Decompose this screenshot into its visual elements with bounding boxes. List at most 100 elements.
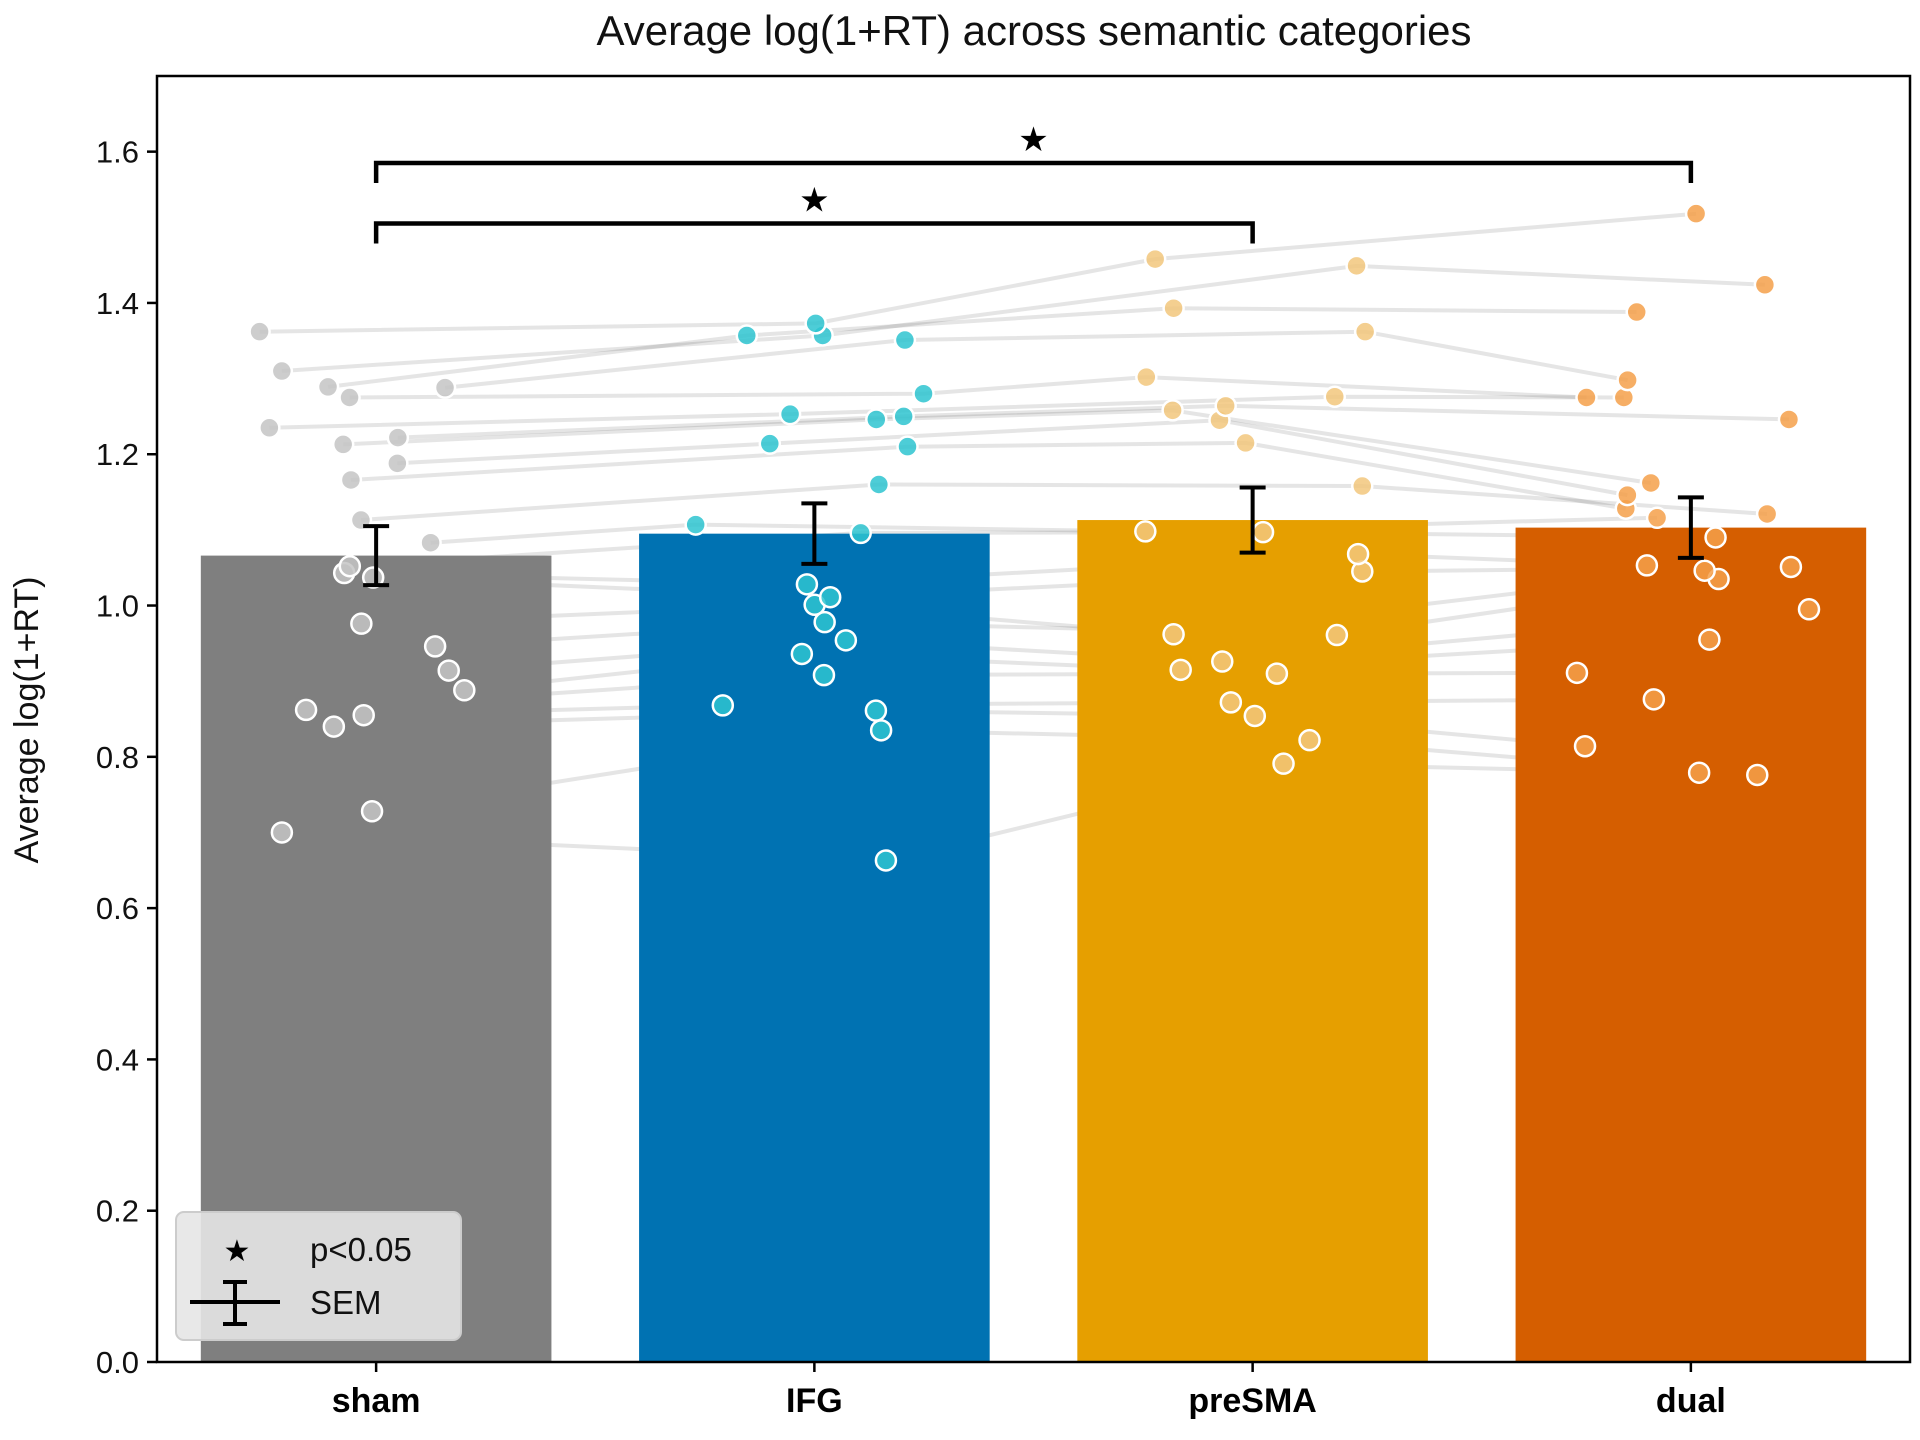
data-point bbox=[711, 694, 735, 717]
data-point bbox=[338, 554, 362, 578]
legend-label-sem: SEM bbox=[310, 1284, 382, 1321]
data-point bbox=[270, 359, 294, 383]
error-bar-sham bbox=[363, 524, 390, 588]
data-point bbox=[1687, 761, 1711, 784]
data-point bbox=[316, 375, 340, 399]
data-point bbox=[1265, 662, 1289, 685]
data-point bbox=[869, 719, 893, 742]
y-tick-label: 1.6 bbox=[96, 135, 139, 170]
y-tick-label: 0.6 bbox=[96, 891, 139, 926]
subject-line bbox=[397, 418, 1628, 498]
data-point bbox=[1135, 365, 1158, 389]
data-point bbox=[386, 426, 410, 449]
x-tick-label: sham bbox=[332, 1382, 421, 1420]
data-point bbox=[1797, 598, 1821, 621]
error-bar-preSMA bbox=[1239, 485, 1266, 555]
error-bar-IFG bbox=[801, 501, 828, 566]
subject-line bbox=[343, 408, 1652, 485]
data-point bbox=[1325, 623, 1349, 647]
data-point bbox=[1134, 520, 1157, 543]
data-point bbox=[834, 629, 858, 652]
data-point bbox=[892, 405, 915, 428]
data-point bbox=[1251, 520, 1275, 544]
error-bar-dual bbox=[1677, 495, 1704, 560]
data-point bbox=[1779, 555, 1803, 579]
data-point bbox=[322, 715, 346, 738]
data-point bbox=[804, 312, 827, 335]
data-point bbox=[361, 566, 385, 589]
data-point bbox=[419, 531, 442, 554]
y-tick-label: 1.4 bbox=[96, 286, 139, 321]
data-point bbox=[352, 703, 375, 727]
data-point bbox=[1162, 623, 1185, 646]
subject-line bbox=[444, 329, 1628, 390]
bar-preSMA bbox=[1077, 520, 1428, 1362]
data-point bbox=[778, 402, 802, 426]
data-point bbox=[339, 468, 363, 492]
legend-label-significance: p<0.05 bbox=[310, 1231, 412, 1268]
y-tick-label: 0.4 bbox=[96, 1042, 139, 1077]
x-tick-label: preSMA bbox=[1188, 1382, 1316, 1420]
y-tick-label: 1.0 bbox=[96, 589, 139, 624]
data-point bbox=[1573, 734, 1597, 758]
data-point bbox=[1575, 386, 1598, 409]
subject-line bbox=[350, 440, 1627, 511]
x-tick-label: IFG bbox=[786, 1382, 843, 1420]
data-point bbox=[864, 699, 888, 722]
subject-line bbox=[259, 211, 1697, 334]
data-point bbox=[758, 432, 782, 455]
data-point bbox=[812, 663, 836, 687]
data-point bbox=[1161, 399, 1184, 422]
data-point bbox=[1243, 704, 1267, 728]
data-point bbox=[433, 376, 457, 399]
data-point bbox=[1351, 474, 1374, 498]
data-point bbox=[453, 679, 476, 702]
data-point bbox=[1693, 559, 1716, 582]
data-point bbox=[1704, 526, 1727, 549]
x-tick-label: dual bbox=[1656, 1382, 1726, 1420]
data-point bbox=[795, 573, 819, 596]
data-point bbox=[1642, 688, 1666, 711]
y-tick-label: 0.2 bbox=[96, 1194, 139, 1229]
data-point bbox=[1616, 368, 1639, 392]
data-point bbox=[867, 473, 891, 496]
data-point bbox=[874, 849, 898, 872]
subject-line bbox=[281, 263, 1765, 373]
bracket-line bbox=[373, 221, 1255, 244]
chart-title: Average log(1+RT) across semantic catego… bbox=[596, 7, 1471, 54]
data-point bbox=[1346, 542, 1370, 566]
data-point bbox=[248, 320, 271, 343]
significance-brackets: ★★ bbox=[373, 120, 1694, 244]
error-bars bbox=[363, 485, 1704, 588]
data-point bbox=[258, 416, 281, 440]
data-point bbox=[893, 328, 917, 352]
data-point bbox=[270, 821, 294, 844]
data-point bbox=[1565, 661, 1589, 685]
data-point bbox=[818, 585, 842, 609]
data-point bbox=[1353, 320, 1377, 343]
significance-bracket: ★ bbox=[373, 181, 1255, 244]
data-point bbox=[912, 382, 935, 405]
bar-IFG bbox=[639, 533, 990, 1362]
subject-line bbox=[397, 403, 1790, 440]
data-point bbox=[1162, 296, 1185, 320]
data-point bbox=[849, 521, 872, 545]
legend-box bbox=[175, 1211, 462, 1341]
data-point bbox=[1698, 628, 1721, 651]
bars bbox=[200, 520, 1867, 1362]
data-point bbox=[1219, 691, 1243, 714]
data-point bbox=[813, 610, 836, 634]
data-point bbox=[1746, 763, 1769, 787]
data-point bbox=[350, 612, 373, 635]
data-point bbox=[865, 408, 888, 431]
data-point bbox=[790, 642, 814, 666]
bar-dual bbox=[1515, 527, 1867, 1362]
data-point bbox=[1323, 385, 1347, 408]
data-point bbox=[423, 635, 447, 658]
legend: ★ p<0.05 SEM bbox=[175, 1211, 462, 1341]
subject-line bbox=[430, 515, 1658, 545]
significance-star: ★ bbox=[799, 181, 829, 221]
significance-star: ★ bbox=[1018, 120, 1048, 160]
bracket-line bbox=[373, 160, 1694, 183]
data-point bbox=[896, 435, 919, 458]
